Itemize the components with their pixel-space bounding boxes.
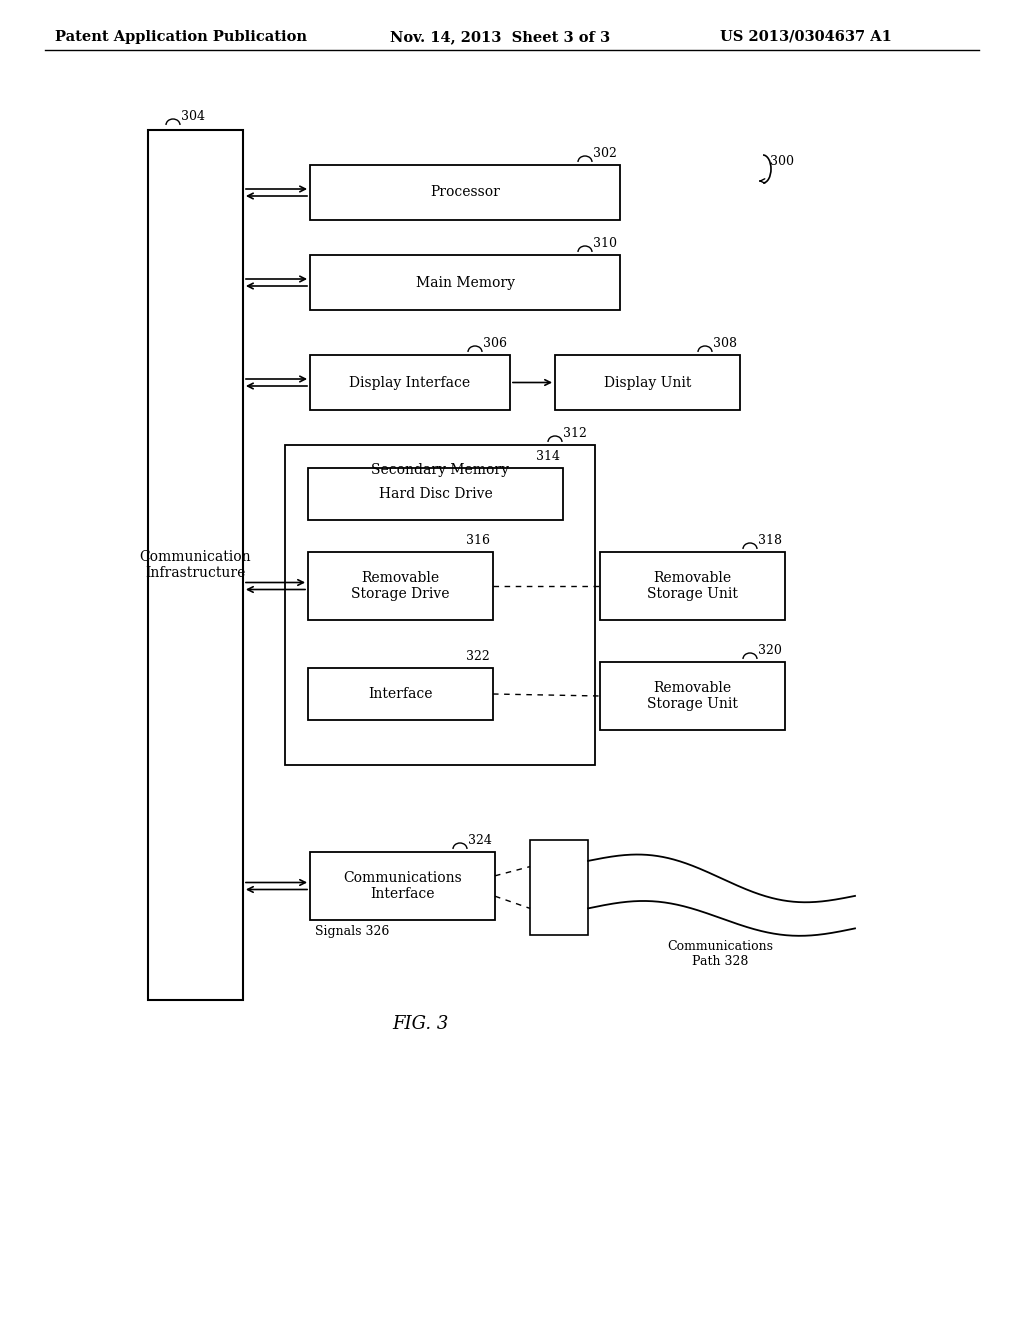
Text: Communications
Path 328: Communications Path 328 <box>667 940 773 968</box>
Text: 312: 312 <box>563 426 587 440</box>
Text: Communications
Interface: Communications Interface <box>343 871 462 902</box>
Bar <box>310 355 510 411</box>
Text: Processor: Processor <box>430 186 500 199</box>
Bar <box>555 355 740 411</box>
Bar <box>600 663 785 730</box>
Bar <box>308 469 563 520</box>
Text: 324: 324 <box>468 834 492 847</box>
Text: Hard Disc Drive: Hard Disc Drive <box>379 487 493 502</box>
Bar <box>310 165 620 220</box>
Text: US 2013/0304637 A1: US 2013/0304637 A1 <box>720 30 892 44</box>
Text: Secondary Memory: Secondary Memory <box>371 463 509 477</box>
Bar <box>285 445 595 766</box>
Text: Display Unit: Display Unit <box>604 375 691 389</box>
Text: Main Memory: Main Memory <box>416 276 514 289</box>
Bar <box>148 129 243 1001</box>
Text: 314: 314 <box>536 450 560 463</box>
Bar <box>310 255 620 310</box>
Text: Interface: Interface <box>369 686 433 701</box>
Text: 306: 306 <box>483 337 507 350</box>
Text: 310: 310 <box>593 238 617 249</box>
Bar <box>600 552 785 620</box>
Text: 320: 320 <box>758 644 782 657</box>
Text: 304: 304 <box>181 110 205 123</box>
Text: Removable
Storage Unit: Removable Storage Unit <box>647 681 738 711</box>
Bar <box>530 840 588 935</box>
Bar <box>308 668 493 719</box>
Bar <box>308 552 493 620</box>
Text: Patent Application Publication: Patent Application Publication <box>55 30 307 44</box>
Bar <box>310 851 495 920</box>
Text: Removable
Storage Drive: Removable Storage Drive <box>351 570 450 601</box>
Text: Signals 326: Signals 326 <box>315 925 389 939</box>
Text: Removable
Storage Unit: Removable Storage Unit <box>647 570 738 601</box>
Text: 322: 322 <box>466 649 489 663</box>
Text: 308: 308 <box>713 337 737 350</box>
Text: Display Interface: Display Interface <box>349 375 471 389</box>
Text: 316: 316 <box>466 535 490 546</box>
Text: Communication
Infrastructure: Communication Infrastructure <box>139 550 251 579</box>
Text: 302: 302 <box>593 147 616 160</box>
Text: 300: 300 <box>770 154 794 168</box>
Text: FIG. 3: FIG. 3 <box>392 1015 449 1034</box>
Text: Nov. 14, 2013  Sheet 3 of 3: Nov. 14, 2013 Sheet 3 of 3 <box>390 30 610 44</box>
Text: 318: 318 <box>758 535 782 546</box>
